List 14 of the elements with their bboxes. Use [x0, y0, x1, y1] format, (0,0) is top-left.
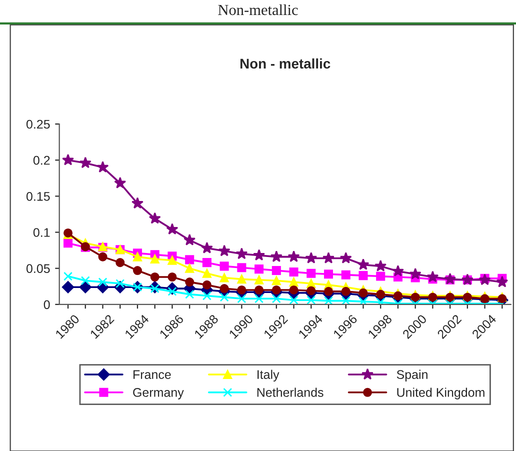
- y-tick-label: 0.2: [33, 156, 50, 165]
- legend-label: Netherlands: [257, 388, 324, 397]
- chart-title: Non - metallic: [240, 58, 330, 69]
- text: Non-metallic: [218, 4, 298, 16]
- legend-label: Germany: [133, 388, 184, 400]
- y-tick-label: 0: [44, 300, 50, 310]
- legend-label: United Kingdom: [397, 388, 484, 400]
- legend-label: Spain: [396, 370, 428, 382]
- y-tick-label: 0.05: [26, 264, 50, 273]
- y-tick-label: 0.25: [26, 120, 50, 129]
- legend-label: Italy: [258, 370, 280, 382]
- legend-label: France: [134, 370, 171, 379]
- y-tick-label: 0.1: [33, 228, 50, 237]
- y-tick-label: 0.15: [26, 192, 50, 201]
